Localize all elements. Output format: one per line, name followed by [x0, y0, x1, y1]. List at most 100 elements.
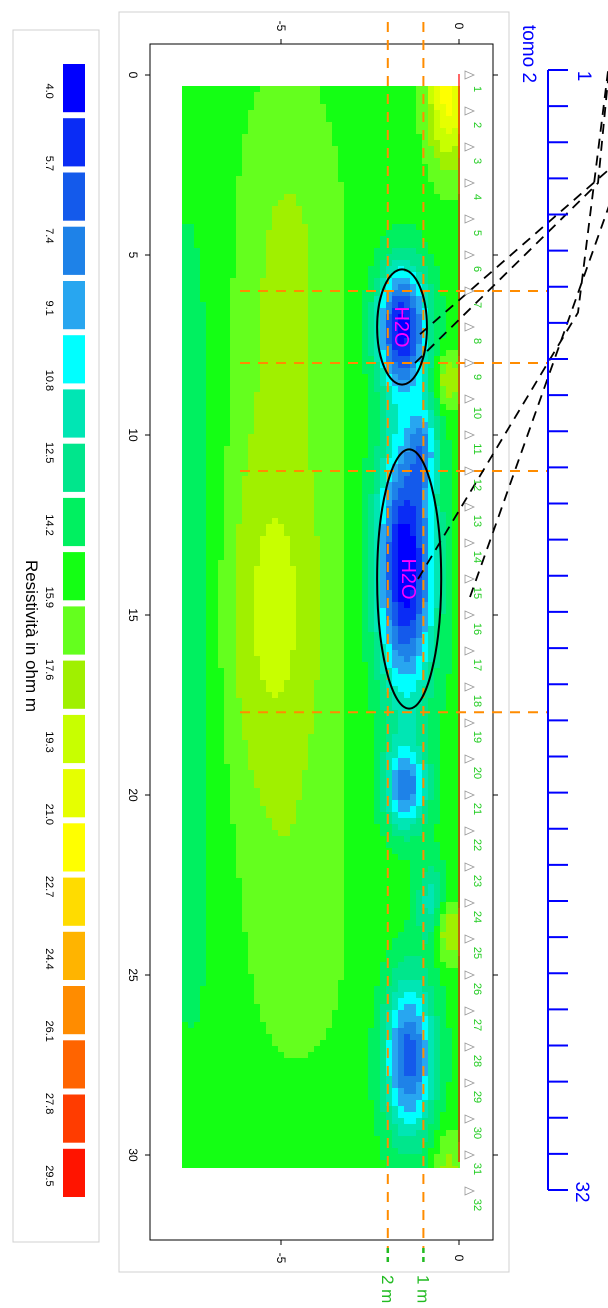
legend-level-label: 15.9: [43, 587, 55, 608]
heatmap-cell: [314, 620, 321, 627]
heatmap-cell: [296, 776, 303, 783]
heatmap-cell: [320, 590, 327, 597]
heatmap-cell: [248, 92, 255, 99]
heatmap-cell: [320, 650, 327, 657]
heatmap-cell: [230, 398, 237, 405]
heatmap-cell: [194, 1154, 201, 1161]
heatmap-cell: [290, 872, 297, 879]
heatmap-cell: [206, 206, 213, 213]
heatmap-cell: [272, 992, 279, 999]
heatmap-cell: [272, 248, 279, 255]
heatmap-cell: [278, 1064, 285, 1071]
heatmap-cell: [254, 146, 261, 153]
heatmap-cell: [212, 788, 219, 795]
heatmap-cell: [302, 1106, 309, 1113]
heatmap-cell: [284, 644, 291, 651]
heatmap-cell: [230, 272, 237, 279]
heatmap-cell: [260, 1004, 267, 1011]
heatmap-cell: [314, 776, 321, 783]
heatmap-cell: [296, 974, 303, 981]
heatmap-cell: [284, 860, 291, 867]
heatmap-cell: [230, 812, 237, 819]
heatmap-cell: [308, 1160, 315, 1167]
heatmap-cell: [182, 716, 189, 723]
heatmap-cell: [218, 386, 225, 393]
heatmap-cell: [308, 854, 315, 861]
heatmap-cell: [182, 872, 189, 879]
heatmap-cell: [248, 194, 255, 201]
heatmap-cell: [236, 368, 243, 375]
heatmap-cell: [302, 1100, 309, 1107]
heatmap-cell: [230, 1016, 237, 1023]
heatmap-cell: [236, 164, 243, 171]
heatmap-cell: [194, 500, 201, 507]
heatmap-cell: [212, 938, 219, 945]
heatmap-cell: [248, 470, 255, 477]
heatmap-cell: [296, 242, 303, 249]
heatmap-cell: [260, 536, 267, 543]
heatmap-cell: [338, 866, 345, 873]
heatmap-cell: [338, 692, 345, 699]
heatmap-cell: [266, 818, 273, 825]
heatmap-cell: [302, 632, 309, 639]
heatmap-cell: [218, 866, 225, 873]
heatmap-cell: [248, 542, 255, 549]
heatmap-cell: [218, 590, 225, 597]
heatmap-cell: [266, 800, 273, 807]
heatmap-cell: [218, 506, 225, 513]
heatmap-cell: [248, 518, 255, 525]
heatmap-cell: [230, 1052, 237, 1059]
heatmap-cell: [242, 692, 249, 699]
heatmap-cell: [326, 470, 333, 477]
heatmap-cell: [200, 1124, 207, 1131]
legend-swatch: [63, 64, 85, 113]
heatmap-cell: [260, 314, 267, 321]
heatmap-cell: [302, 794, 309, 801]
heatmap-cell: [302, 440, 309, 447]
heatmap-cell: [314, 914, 321, 921]
heatmap-cell: [254, 158, 261, 165]
heatmap-cell: [224, 944, 231, 951]
heatmap-cell: [248, 956, 255, 963]
heatmap-cell: [308, 902, 315, 909]
heatmap-cell: [200, 590, 207, 597]
heatmap-cell: [266, 788, 273, 795]
heatmap-cell: [284, 878, 291, 885]
heatmap-cell: [224, 356, 231, 363]
heatmap-cell: [254, 1088, 261, 1095]
heatmap-cell: [260, 650, 267, 657]
heatmap-cell: [302, 554, 309, 561]
heatmap-cell: [230, 1034, 237, 1041]
heatmap-cell: [320, 482, 327, 489]
heatmap-cell: [266, 992, 273, 999]
heatmap-cell: [206, 254, 213, 261]
heatmap-cell: [248, 1082, 255, 1089]
heatmap-cell: [212, 578, 219, 585]
heatmap-cell: [248, 344, 255, 351]
heatmap-cell: [200, 1160, 207, 1167]
heatmap-cell: [218, 980, 225, 987]
heatmap-cell: [188, 674, 195, 681]
heatmap-cell: [332, 476, 339, 483]
heatmap-cell: [272, 572, 279, 579]
heatmap-cell: [320, 944, 327, 951]
heatmap-cell: [188, 272, 195, 279]
heatmap-cell: [224, 554, 231, 561]
heatmap-cell: [320, 1118, 327, 1125]
heatmap-cell: [326, 500, 333, 507]
heatmap-cell: [182, 836, 189, 843]
heatmap-cell: [284, 752, 291, 759]
heatmap-cell: [278, 614, 285, 621]
heatmap-cell: [248, 206, 255, 213]
heatmap-cell: [338, 452, 345, 459]
heatmap-cell: [260, 722, 267, 729]
heatmap-cell: [326, 398, 333, 405]
heatmap-cell: [272, 1154, 279, 1161]
heatmap-cell: [266, 638, 273, 645]
heatmap-cell: [320, 1148, 327, 1155]
heatmap-cell: [344, 356, 351, 363]
heatmap-cell: [278, 644, 285, 651]
heatmap-cell: [188, 1160, 195, 1167]
heatmap-cell: [302, 488, 309, 495]
heatmap-cell: [254, 368, 261, 375]
